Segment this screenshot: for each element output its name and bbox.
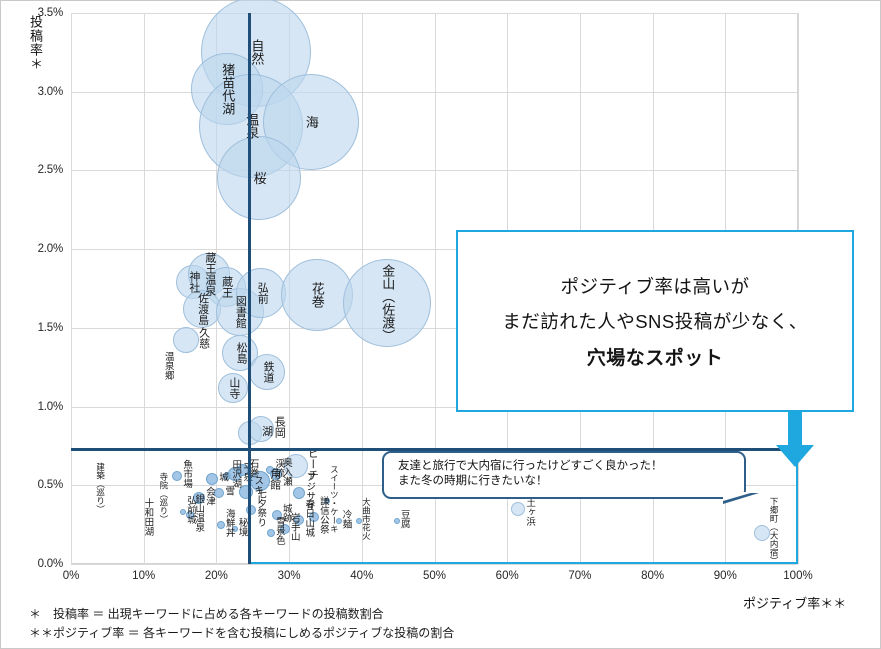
bubble	[393, 518, 400, 525]
bubble	[283, 454, 308, 479]
gridline-horizontal	[71, 406, 798, 408]
speech-line-1: 友達と旅行で大内宿に行ったけどすごく良かった！	[398, 460, 663, 472]
bubble	[280, 258, 353, 331]
gridline-vertical	[434, 13, 436, 564]
y-axis-tick: 3.0%	[37, 85, 64, 98]
x-axis-tick: 50%	[422, 570, 447, 582]
x-axis-tick: 30%	[277, 570, 301, 582]
y-axis-tick: 3.5%	[37, 7, 64, 19]
horizontal-reference-line	[71, 448, 798, 452]
x-axis-tick: 20%	[204, 570, 228, 582]
x-axis-tick: 0%	[62, 570, 80, 582]
x-axis-tick: 80%	[641, 570, 665, 582]
bubble	[248, 415, 275, 442]
y-axis-tick: 0.5%	[37, 479, 64, 492]
x-axis-tick: 60%	[495, 570, 519, 582]
bubble	[182, 289, 221, 328]
gridline-horizontal	[71, 170, 798, 172]
bubble	[216, 520, 225, 529]
bubble	[753, 524, 770, 541]
bubble	[355, 518, 362, 525]
bubble	[266, 528, 275, 537]
y-axis-tick: 1.0%	[37, 400, 64, 413]
x-axis-tick: 10%	[132, 570, 156, 582]
callout-arrow-shaft	[788, 412, 802, 448]
y-axis-tick: 1.5%	[37, 321, 64, 334]
gridline-horizontal	[71, 327, 798, 329]
x-axis-label: ポジティブ率＊＊	[743, 596, 847, 611]
footnote-2: ＊＊ポジティブ率 ＝ 各キーワードを含む投稿にしめるポジティブな投稿の割合	[29, 626, 455, 640]
callout-arrow-head	[776, 445, 814, 467]
bubble	[218, 372, 249, 403]
gridline-horizontal	[71, 91, 798, 93]
x-axis-tick: 40%	[350, 570, 374, 582]
y-axis-tick: 0.0%	[37, 558, 64, 570]
x-axis-tick: 100%	[783, 570, 813, 582]
speech-line-2: また冬の時期に行きたいな！	[398, 475, 548, 487]
bubble	[216, 136, 301, 221]
bubble	[172, 470, 183, 481]
bubble	[294, 514, 305, 525]
y-axis-label: 投稿率＊	[28, 15, 43, 71]
footnotes: ＊ 投稿率 ＝ 出現キーワードに占める各キーワードの投稿数割合 ＊＊ポジティブ率…	[29, 605, 849, 643]
callout-line-1: ポジティブ率は高いが	[560, 275, 750, 297]
bubble	[335, 518, 342, 525]
bubble	[214, 488, 225, 499]
bubble	[192, 491, 205, 504]
gridline-horizontal	[71, 249, 798, 251]
bubble	[293, 487, 306, 500]
bubble	[343, 258, 432, 347]
bubble	[172, 327, 199, 354]
speech-bubble: 友達と旅行で大内宿に行ったけどすごく良かった！ また冬の時期に行きたいな！	[382, 451, 746, 499]
y-axis-tick: 2.0%	[37, 243, 64, 256]
callout-line-2: まだ訪れた人やSNS投稿が少なく、	[502, 310, 808, 332]
speech-bubble-tail-fill	[723, 492, 754, 501]
gridline-vertical	[71, 13, 72, 564]
footnote-1: ＊ 投稿率 ＝ 出現キーワードに占める各キーワードの投稿数割合	[29, 607, 384, 621]
insight-callout: ポジティブ率は高いが まだ訪れた人やSNS投稿が少なく、 穴場なスポット	[456, 230, 854, 412]
bubble	[511, 501, 526, 516]
bubble	[236, 463, 249, 476]
x-axis-tick: 70%	[568, 570, 592, 582]
gridline-horizontal	[71, 564, 798, 565]
bubble	[271, 510, 282, 521]
bubble	[246, 505, 257, 516]
bubble	[231, 526, 238, 533]
bubble	[270, 468, 282, 481]
bubble	[323, 498, 330, 505]
x-axis-tick: 90%	[713, 570, 737, 582]
bubble	[308, 511, 319, 522]
bubble	[206, 472, 219, 485]
gridline-horizontal	[71, 13, 798, 14]
y-axis-tick: 2.5%	[37, 164, 64, 177]
callout-line-3: 穴場なスポット	[586, 347, 724, 369]
bubble	[179, 509, 186, 516]
bubble	[249, 353, 286, 390]
vertical-reference-line	[248, 13, 252, 564]
bubble	[186, 511, 195, 520]
bubble	[236, 268, 287, 319]
gridline-vertical	[143, 13, 145, 564]
bubble	[279, 524, 290, 535]
